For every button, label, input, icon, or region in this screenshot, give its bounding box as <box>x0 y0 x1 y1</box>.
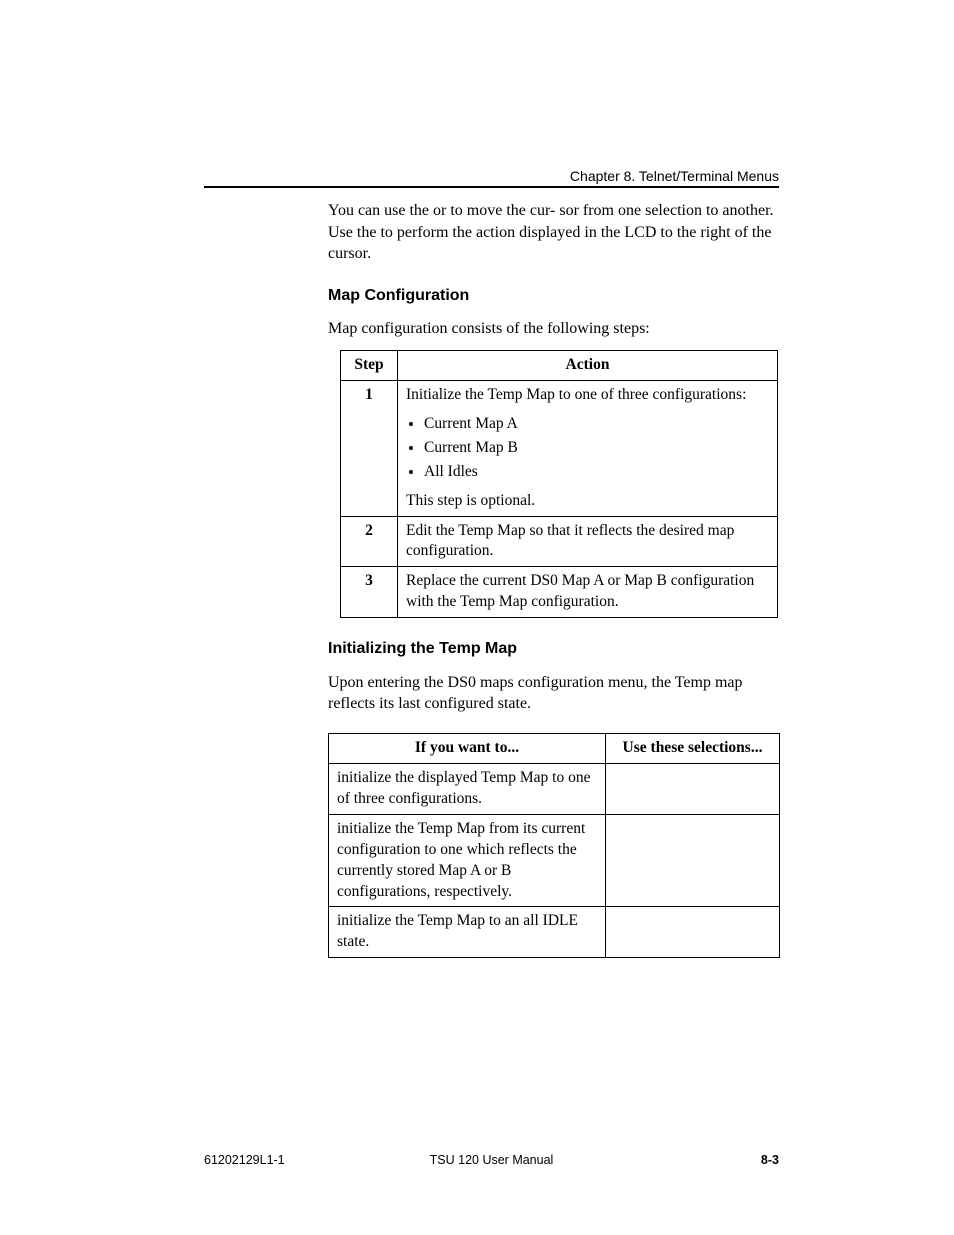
running-header: Chapter 8. Telnet/Terminal Menus <box>570 168 779 184</box>
steps-header-action: Action <box>398 350 778 380</box>
intro-frag-5: to perform <box>380 224 448 241</box>
wants-row: initialize the displayed Temp Map to one… <box>329 763 780 814</box>
wants-table: If you want to... Use these selections..… <box>328 733 780 958</box>
intro-frag-2: or <box>433 202 450 219</box>
intro-frag-1: You can use the <box>328 202 433 219</box>
steps-row: 1 Initialize the Temp Map to one of thre… <box>341 380 778 516</box>
intro-paragraph: You can use the or to move the cur- sor … <box>328 200 780 265</box>
step-tail: This step is optional. <box>406 492 535 509</box>
wants-row: initialize the Temp Map from its current… <box>329 814 780 907</box>
step-bullets: Current Map A Current Map B All Idles <box>424 414 769 483</box>
wants-cell-a: initialize the displayed Temp Map to one… <box>329 763 606 814</box>
header-rule <box>204 186 779 188</box>
step-lead: Initialize the Temp Map to one of three … <box>406 386 746 403</box>
step-action: Replace the current DS0 Map A or Map B c… <box>398 567 778 618</box>
step-number: 1 <box>341 380 398 516</box>
footer-center: TSU 120 User Manual <box>204 1153 779 1167</box>
wants-cell-a: initialize the Temp Map from its current… <box>329 814 606 907</box>
step-number: 2 <box>341 516 398 567</box>
intro-frag-3: to move the cur- <box>450 202 555 219</box>
steps-header-step: Step <box>341 350 398 380</box>
steps-table: Step Action 1 Initialize the Temp Map to… <box>340 350 778 618</box>
init-temp-map-intro-text: Upon entering the DS0 maps configuration… <box>328 672 780 715</box>
wants-row: initialize the Temp Map to an all IDLE s… <box>329 907 780 958</box>
steps-table-header-row: Step Action <box>341 350 778 380</box>
map-configuration-intro: Map configuration consists of the follow… <box>328 318 780 340</box>
wants-cell-b <box>606 763 780 814</box>
page: Chapter 8. Telnet/Terminal Menus You can… <box>0 0 954 1235</box>
wants-cell-b <box>606 814 780 907</box>
map-configuration-intro-text: Map configuration consists of the follow… <box>328 318 780 340</box>
step-bullet: Current Map B <box>424 438 769 459</box>
init-temp-map-heading: Initializing the Temp Map <box>328 638 784 660</box>
step-bullet: All Idles <box>424 462 769 483</box>
step-number: 3 <box>341 567 398 618</box>
step-action: Initialize the Temp Map to one of three … <box>398 380 778 516</box>
wants-cell-b <box>606 907 780 958</box>
wants-header-row: If you want to... Use these selections..… <box>329 733 780 763</box>
wants-cell-a: initialize the Temp Map to an all IDLE s… <box>329 907 606 958</box>
content: You can use the or to move the cur- sor … <box>200 200 784 958</box>
footer-right: 8-3 <box>761 1153 779 1167</box>
intro-text: You can use the or to move the cur- sor … <box>328 200 780 265</box>
map-configuration-heading: Map Configuration <box>328 285 784 307</box>
steps-row: 3 Replace the current DS0 Map A or Map B… <box>341 567 778 618</box>
init-temp-map-intro: Upon entering the DS0 maps configuration… <box>328 672 780 715</box>
wants-header-a: If you want to... <box>329 733 606 763</box>
steps-row: 2 Edit the Temp Map so that it reflects … <box>341 516 778 567</box>
wants-header-b: Use these selections... <box>606 733 780 763</box>
step-action: Edit the Temp Map so that it reflects th… <box>398 516 778 567</box>
step-bullet: Current Map A <box>424 414 769 435</box>
